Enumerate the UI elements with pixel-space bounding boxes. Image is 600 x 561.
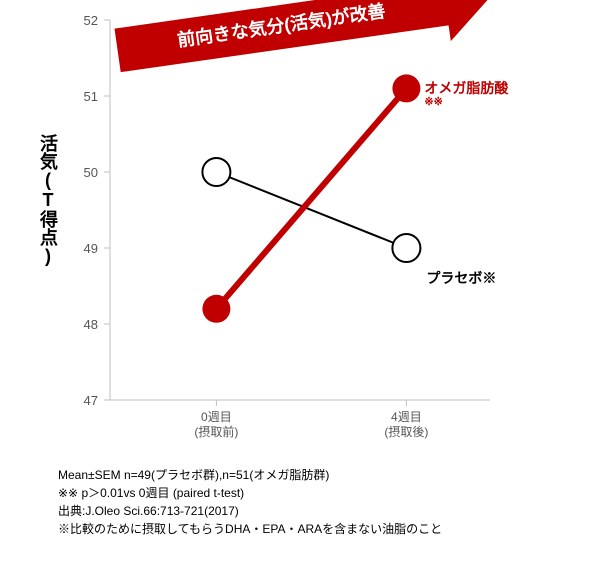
y-tick-label: 47 <box>70 393 98 408</box>
footnote-line: Mean±SEM n=49(プラセボ群),n=51(オメガ脂肪群) <box>58 466 442 484</box>
footnote-line: 出典:J.Oleo Sci.66:713-721(2017) <box>58 502 442 520</box>
series-marker-placebo <box>202 158 230 186</box>
y-tick-label: 50 <box>70 165 98 180</box>
series-marker-placebo <box>392 234 420 262</box>
banner-arrow <box>114 0 490 72</box>
series-marker-omega <box>392 74 420 102</box>
series-marker-omega <box>202 295 230 323</box>
footnotes: Mean±SEM n=49(プラセボ群),n=51(オメガ脂肪群)※※ p＞0.… <box>58 466 442 538</box>
footnote-line: ※※ p＞0.01vs 0週目 (paired t-test) <box>58 484 442 502</box>
series-label-omega: オメガ脂肪酸※※ <box>424 80 508 109</box>
y-tick-label: 52 <box>70 13 98 28</box>
y-tick-label: 49 <box>70 241 98 256</box>
series-line-placebo <box>216 172 406 248</box>
y-tick-label: 48 <box>70 317 98 332</box>
series-line-omega <box>216 88 406 308</box>
plot-area: 前向きな気分(活気)が改善 <box>50 0 550 460</box>
series-label-placebo: プラセボ※ <box>426 270 496 286</box>
y-tick-label: 51 <box>70 89 98 104</box>
chart-container: 活気(T得点) 前向きな気分(活気)が改善 Mean±SEM n=49(プラセボ… <box>0 0 600 561</box>
x-tick-label: 4週目 (摂取後) <box>356 410 456 440</box>
x-tick-label: 0週目 (摂取前) <box>166 410 266 440</box>
footnote-line: ※比較のために摂取してもらうDHA・EPA・ARAを含まない油脂のこと <box>58 520 442 538</box>
